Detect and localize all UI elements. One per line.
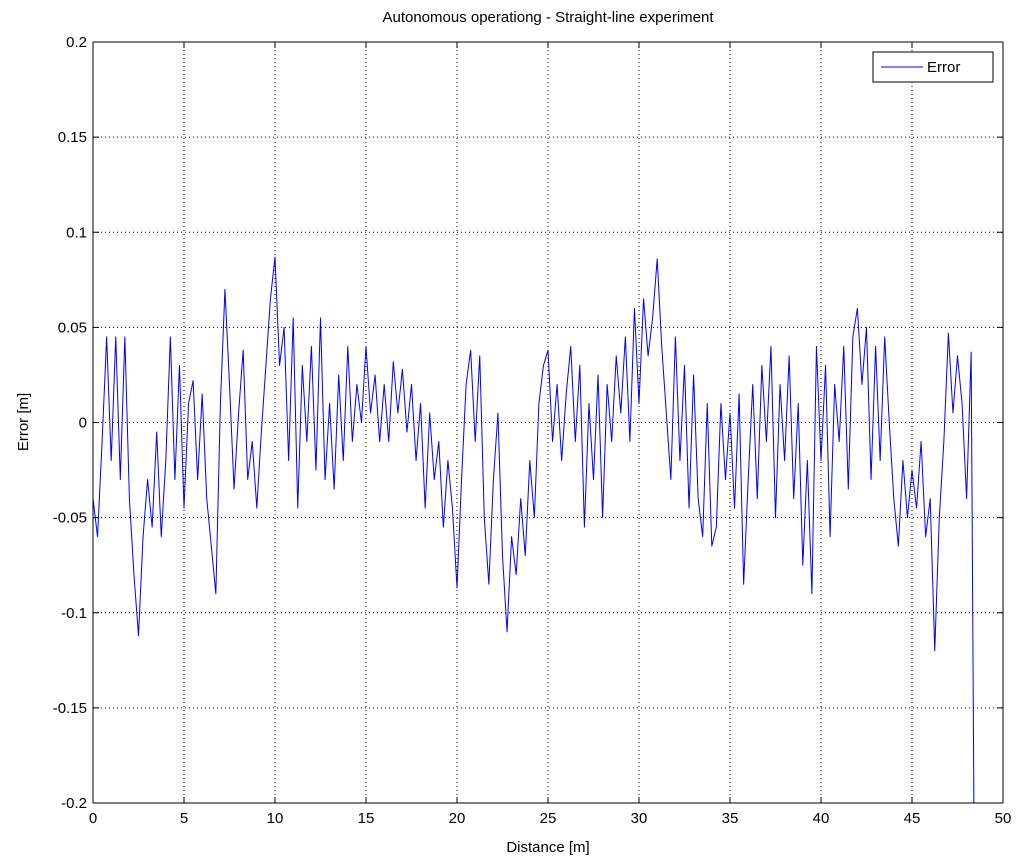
chart-title: Autonomous operationg - Straight-line ex… <box>382 9 714 26</box>
x-tick-label: 15 <box>358 810 375 827</box>
legend-label: Error <box>927 59 960 76</box>
x-tick-label: 45 <box>904 810 921 827</box>
y-tick-label: 0.15 <box>58 129 87 146</box>
x-tick-label: 0 <box>89 810 97 827</box>
x-tick-label: 10 <box>267 810 284 827</box>
x-tick-label: 30 <box>631 810 648 827</box>
x-tick-label: 5 <box>180 810 188 827</box>
y-tick-label: 0 <box>79 415 87 432</box>
y-tick-label: -0.05 <box>53 510 87 527</box>
y-tick-label: 0.05 <box>58 319 87 336</box>
x-tick-label: 40 <box>813 810 830 827</box>
y-tick-label: -0.2 <box>61 795 87 812</box>
y-tick-label: 0.1 <box>66 224 87 241</box>
y-tick-label: -0.15 <box>53 700 87 717</box>
x-tick-label: 35 <box>722 810 739 827</box>
legend: Error <box>872 51 994 83</box>
x-tick-label: 50 <box>995 810 1012 827</box>
y-tick-label: -0.1 <box>61 605 87 622</box>
data-line <box>92 256 975 804</box>
y-axis-label: Error [m] <box>15 393 32 451</box>
y-tick-label: 0.2 <box>66 34 87 51</box>
x-tick-label: 25 <box>540 810 557 827</box>
x-tick-label: 20 <box>449 810 466 827</box>
x-axis-label: Distance [m] <box>506 839 589 856</box>
plot <box>92 256 975 804</box>
axes-box <box>92 41 1004 804</box>
